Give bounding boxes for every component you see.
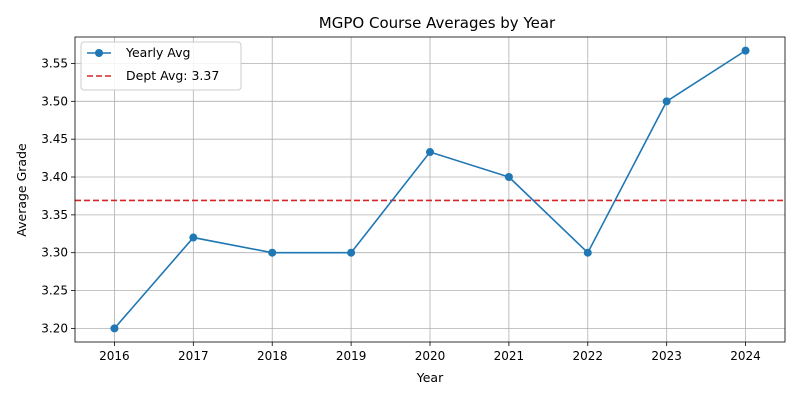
y-tick-label-1: 3.25: [41, 284, 68, 298]
x-tick-label-2: 2018: [257, 349, 288, 363]
chart-title: MGPO Course Averages by Year: [319, 14, 556, 32]
y-tick-label-3: 3.35: [41, 208, 68, 222]
x-tick-label-8: 2024: [730, 349, 761, 363]
y-tick-label-2: 3.30: [41, 246, 68, 260]
x-tick-label-1: 2017: [178, 349, 209, 363]
x-tick-label-7: 2023: [651, 349, 682, 363]
data-point-2022: [583, 248, 592, 257]
x-tick-label-5: 2021: [494, 349, 525, 363]
x-axis-ticks: 2016 2017 2018 2019 2020 2021 2022 2023 2024: [99, 342, 761, 363]
y-tick-label-4: 3.40: [41, 170, 68, 184]
legend-label-dept-avg: Dept Avg: 3.37: [126, 68, 219, 83]
x-tick-label-4: 2020: [415, 349, 446, 363]
data-point-2024: [741, 46, 750, 55]
x-tick-label-6: 2022: [573, 349, 604, 363]
grid: [75, 37, 785, 342]
legend-box: [80, 41, 242, 91]
y-tick-label-0: 3.20: [41, 321, 68, 335]
data-point-2018: [268, 248, 277, 257]
data-point-2019: [347, 248, 356, 257]
legend-marker-yearly-avg: [95, 49, 103, 57]
data-point-2020: [426, 148, 434, 157]
x-tick-label-0: 2016: [99, 349, 130, 363]
x-tick-label-3: 2019: [336, 349, 367, 363]
series-points: [110, 46, 750, 333]
y-tick-label-5: 3.45: [41, 132, 68, 146]
data-point-2023: [662, 97, 671, 106]
legend: Yearly Avg Dept Avg: 3.37: [80, 41, 242, 91]
y-axis-ticks: 3.20 3.25 3.30 3.35 3.40 3.45 3.50 3.55: [41, 56, 75, 335]
y-tick-label-7: 3.55: [41, 56, 68, 70]
plot-frame: [74, 36, 786, 343]
data-point-2017: [189, 233, 198, 242]
y-tick-label-6: 3.50: [41, 94, 68, 108]
data-point-2016: [110, 324, 119, 333]
y-axis-label: Average Grade: [14, 143, 29, 237]
data-point-2021: [504, 173, 513, 182]
legend-label-yearly-avg: Yearly Avg: [125, 45, 190, 60]
x-axis-label: Year: [416, 370, 444, 385]
